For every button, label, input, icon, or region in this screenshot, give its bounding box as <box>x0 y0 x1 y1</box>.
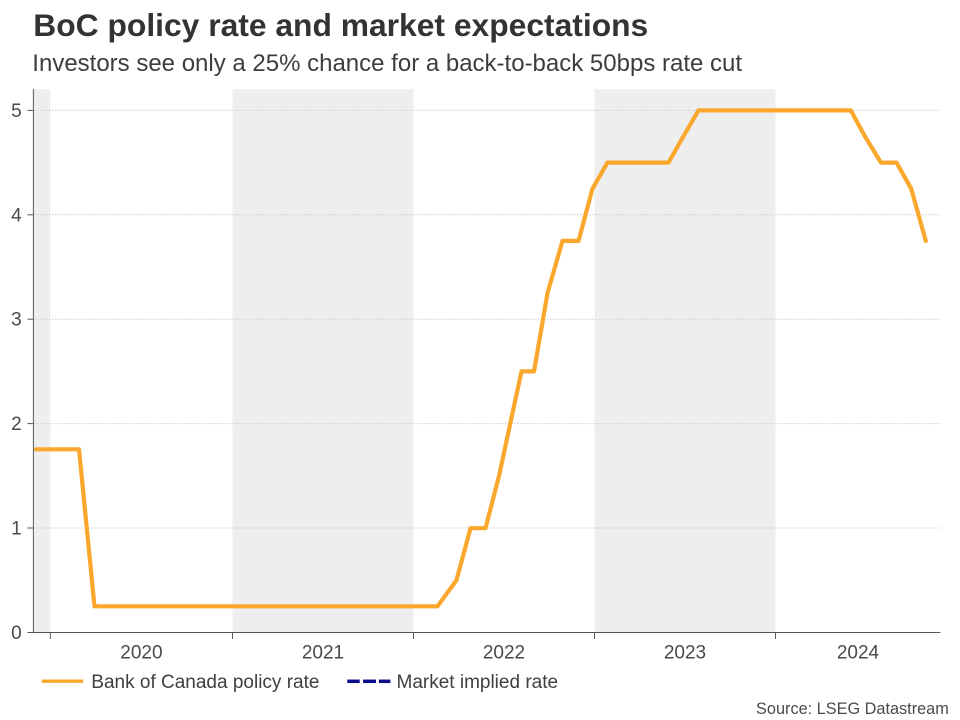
svg-text:2: 2 <box>11 414 22 435</box>
svg-text:Market implied rate: Market implied rate <box>397 672 559 693</box>
svg-text:BoC policy rate and market exp: BoC policy rate and market expectations <box>33 7 648 43</box>
svg-text:Investors see only a 25% chanc: Investors see only a 25% chance for a ba… <box>32 50 742 77</box>
svg-text:Source: LSEG Datastream: Source: LSEG Datastream <box>756 700 949 718</box>
svg-text:2023: 2023 <box>664 642 706 663</box>
svg-text:2022: 2022 <box>483 642 525 663</box>
svg-text:5: 5 <box>11 101 22 122</box>
svg-text:2021: 2021 <box>302 642 344 663</box>
svg-text:0: 0 <box>11 623 22 644</box>
svg-text:4: 4 <box>11 205 22 226</box>
svg-text:2020: 2020 <box>120 642 162 663</box>
svg-text:2024: 2024 <box>837 642 880 663</box>
svg-text:3: 3 <box>11 310 22 331</box>
svg-text:Bank of Canada policy rate: Bank of Canada policy rate <box>91 672 319 693</box>
svg-text:1: 1 <box>11 519 22 540</box>
